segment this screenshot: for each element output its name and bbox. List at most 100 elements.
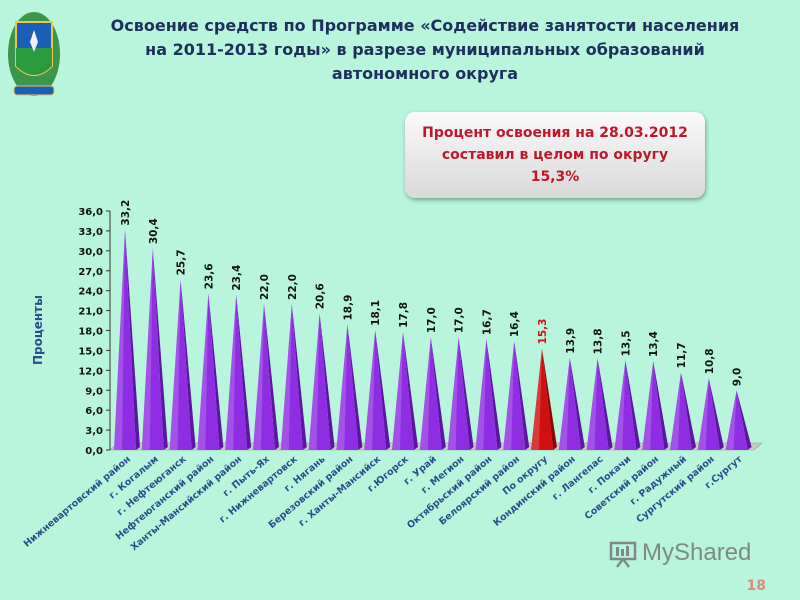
- bar-front: [697, 378, 720, 450]
- bar: [336, 324, 363, 450]
- bar-value-label: 11,7: [676, 342, 688, 368]
- bar-side: [736, 390, 752, 450]
- bar-value-label: 22,0: [287, 274, 299, 300]
- bar-front: [197, 293, 220, 450]
- bar-front: [169, 279, 192, 450]
- bar-sheen: [364, 329, 376, 450]
- y-tick-label: 6,0: [85, 406, 103, 417]
- bar-front: [725, 390, 748, 450]
- bar-value-label: 13,9: [565, 328, 577, 354]
- page-number: 18: [746, 578, 766, 594]
- bar-value-label: 16,7: [481, 309, 493, 335]
- summary-callout-text: Процент освоения на 28.03.2012 составил …: [422, 125, 688, 185]
- bar-value-label: 18,9: [342, 295, 354, 321]
- watermark-text: MyShared: [642, 539, 752, 566]
- bar-side: [569, 357, 585, 450]
- bar: [670, 372, 696, 450]
- bar: [364, 329, 391, 450]
- bar-value-label: 17,8: [398, 302, 410, 328]
- bar-sheen: [336, 324, 348, 450]
- y-tick-label: 3,0: [85, 426, 103, 437]
- bar-side: [208, 293, 224, 450]
- bar-side: [514, 341, 530, 450]
- bar-value-label: 22,0: [259, 274, 271, 300]
- y-tick-label: 0,0: [85, 446, 103, 457]
- bar: [225, 294, 252, 450]
- bar-sheen: [197, 293, 209, 450]
- bar-value-label: 13,4: [648, 331, 660, 357]
- bar-front: [114, 229, 136, 450]
- bar-front: [280, 303, 303, 450]
- y-tick-label: 15,0: [78, 346, 103, 357]
- bar-sheen: [642, 361, 654, 450]
- bar-sheen: [586, 358, 598, 450]
- bar: [114, 229, 140, 450]
- bar-sheen: [725, 390, 737, 450]
- bar: [280, 303, 307, 450]
- bar-value-label: 25,7: [176, 249, 188, 275]
- bar-sheen: [503, 341, 515, 450]
- bar-sheen: [114, 229, 125, 450]
- bar-side: [375, 329, 391, 450]
- bar-value-label: 10,8: [704, 348, 716, 374]
- bar: [558, 357, 585, 450]
- bar-front: [558, 357, 581, 450]
- bar-front: [419, 337, 442, 450]
- y-tick-label: 21,0: [78, 307, 103, 318]
- bar-side: [236, 294, 252, 450]
- bar: [475, 339, 502, 450]
- bar: [141, 248, 168, 450]
- summary-callout: Процент освоения на 28.03.2012 составил …: [405, 112, 705, 198]
- bar: [419, 337, 446, 450]
- bar: [253, 303, 279, 450]
- bar-value-label: 17,0: [426, 307, 438, 333]
- y-tick-label: 36,0: [78, 207, 103, 218]
- bar-value-label: 20,6: [315, 283, 327, 309]
- bar: [169, 279, 196, 450]
- bars-layer: [114, 229, 752, 450]
- slide-title: Освоение средств по Программе «Содействи…: [110, 16, 740, 83]
- bar-value-label: 23,6: [203, 263, 215, 289]
- bar-front: [141, 248, 164, 450]
- bar-sheen: [392, 331, 403, 450]
- bar-front: [531, 348, 553, 450]
- bar-sheen: [475, 339, 487, 450]
- bar: [392, 331, 418, 450]
- bar-sheen: [141, 248, 153, 450]
- bar-front: [586, 358, 609, 450]
- bar-side: [542, 348, 557, 450]
- bar-front: [475, 339, 498, 450]
- bar-side: [430, 337, 446, 450]
- bar-sheen: [253, 303, 264, 450]
- bar-value-label: 13,8: [593, 328, 605, 354]
- bar-sheen: [419, 337, 431, 450]
- bar-side: [708, 378, 724, 450]
- bar-sheen: [169, 279, 181, 450]
- bar-sheen: [531, 348, 542, 450]
- bar-value-label: 30,4: [148, 218, 160, 244]
- bar: [503, 341, 530, 450]
- bar-front: [614, 360, 637, 450]
- bar-front: [336, 324, 359, 450]
- y-tick-label: 18,0: [78, 327, 103, 338]
- bar: [697, 378, 724, 450]
- bar-sheen: [558, 357, 570, 450]
- y-tick-label: 12,0: [78, 366, 103, 377]
- bar-side: [653, 361, 669, 450]
- bar-side: [347, 324, 363, 450]
- bar-value-label: 16,4: [509, 311, 521, 337]
- bar-sheen: [670, 372, 681, 450]
- bar: [642, 361, 669, 450]
- bar-side: [152, 248, 168, 450]
- bar: [531, 348, 557, 450]
- bar-front: [503, 341, 526, 450]
- bar-front: [253, 303, 275, 450]
- bar-side: [625, 360, 641, 450]
- bar-sheen: [308, 313, 320, 450]
- bar: [197, 293, 224, 450]
- y-tick-label: 27,0: [78, 267, 103, 278]
- y-tick-label: 9,0: [85, 386, 103, 397]
- bar-side: [458, 337, 474, 450]
- bar-sheen: [697, 378, 709, 450]
